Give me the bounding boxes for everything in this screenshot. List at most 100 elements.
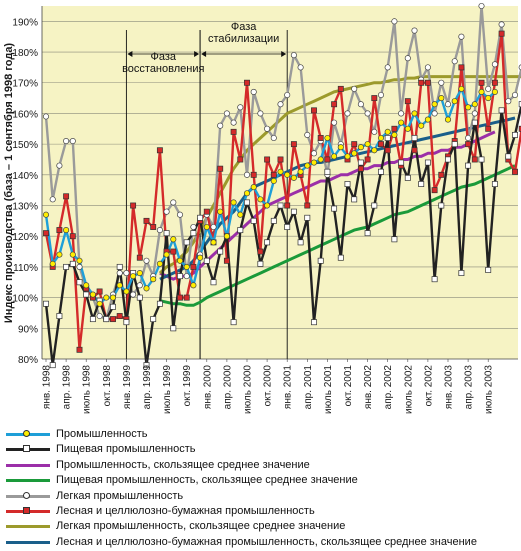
data-point	[183, 263, 190, 270]
data-point	[478, 156, 485, 163]
data-point	[277, 101, 284, 108]
data-point	[49, 362, 56, 369]
data-point	[163, 208, 170, 215]
x-tick-label: апр. 1999	[142, 365, 153, 410]
data-point	[357, 144, 364, 151]
data-point	[485, 95, 492, 102]
phase-label: Фаза	[150, 51, 176, 63]
data-point	[445, 156, 451, 163]
data-point	[176, 257, 184, 264]
data-point	[56, 251, 63, 258]
x-tick-label: янв. 2002	[363, 365, 374, 409]
data-point	[384, 147, 391, 154]
y-tick-label: 110%	[13, 263, 38, 274]
data-point	[250, 171, 257, 178]
data-point	[264, 239, 271, 246]
data-point	[69, 233, 76, 240]
data-point	[63, 263, 70, 270]
data-point	[136, 270, 143, 277]
data-point	[243, 171, 251, 178]
data-point	[491, 181, 498, 187]
data-point	[458, 33, 465, 40]
data-point	[518, 125, 521, 132]
x-tick-label: июль 2001	[323, 365, 334, 414]
data-point	[498, 30, 505, 37]
data-point	[244, 79, 250, 86]
data-point	[398, 119, 405, 126]
x-tick-label: янв. 2003	[444, 365, 455, 409]
data-point	[304, 202, 311, 209]
y-tick-label: 130%	[12, 202, 38, 213]
data-point	[465, 104, 472, 111]
data-point	[424, 159, 431, 166]
data-point	[109, 294, 117, 301]
data-point	[451, 98, 458, 105]
data-point	[378, 168, 384, 175]
data-point	[451, 141, 458, 148]
data-point	[136, 294, 143, 301]
data-point	[257, 110, 264, 117]
data-point	[391, 125, 398, 132]
y-tick-label: 90%	[18, 324, 38, 335]
data-point	[498, 21, 505, 28]
data-point	[223, 257, 230, 264]
data-point	[444, 116, 452, 123]
legend-marker	[23, 430, 30, 437]
legend-label: Легкая промышленность, скользящее средне…	[56, 520, 346, 533]
x-tick-label: апр. 2002	[383, 365, 394, 410]
data-point	[264, 156, 271, 163]
data-point	[156, 147, 163, 154]
data-point	[270, 171, 277, 178]
data-point	[217, 248, 224, 255]
x-tick-label: апр. 2003	[464, 365, 475, 410]
data-point	[371, 128, 378, 135]
data-point	[150, 224, 157, 230]
x-tick-label: июль 1999	[162, 365, 173, 414]
data-point	[210, 239, 217, 246]
data-point	[270, 134, 277, 142]
data-point	[404, 55, 411, 62]
data-point	[351, 85, 358, 92]
data-point	[130, 273, 137, 280]
data-point	[230, 119, 237, 126]
data-point	[183, 239, 190, 246]
data-point	[411, 27, 418, 34]
data-point	[458, 85, 465, 92]
data-point	[63, 193, 70, 200]
data-point	[89, 291, 96, 298]
data-point	[277, 168, 284, 175]
data-point	[478, 2, 485, 10]
data-point	[170, 325, 177, 332]
data-point	[465, 134, 472, 142]
data-point	[451, 58, 458, 65]
data-point	[96, 300, 103, 307]
data-point	[42, 113, 50, 120]
data-point	[76, 279, 83, 286]
legend-item: Лесная и целлюлозно-бумажная промышленно…	[4, 536, 519, 551]
data-point	[190, 263, 197, 270]
data-point	[411, 147, 418, 154]
data-point	[344, 181, 351, 187]
data-point	[150, 276, 157, 283]
data-point	[277, 156, 284, 163]
data-point	[458, 64, 465, 71]
data-point	[230, 199, 237, 206]
data-point	[257, 248, 264, 255]
data-point	[431, 110, 438, 117]
data-point	[297, 168, 304, 175]
chart: 80% 90% 100% 110% 120% 130% 140% 150% 160% 170% 18…	[3, 2, 521, 414]
x-tick-labels: янв. 1998 апр. 1998 июль 1998 окт. 1998 янв.…	[42, 359, 495, 414]
data-point	[143, 362, 150, 369]
legend-label: Лесная и целлюлозно-бумажная промышленно…	[56, 535, 477, 548]
data-point	[76, 346, 83, 353]
phase-label: восстановления	[122, 63, 204, 75]
x-tick-label: окт. 2001	[343, 365, 354, 407]
data-point	[290, 208, 297, 215]
data-point	[56, 162, 63, 169]
phase-label: стабилизации	[208, 33, 279, 45]
data-point	[264, 125, 271, 132]
data-point	[304, 131, 311, 138]
data-point	[116, 282, 123, 289]
data-point	[297, 64, 304, 71]
